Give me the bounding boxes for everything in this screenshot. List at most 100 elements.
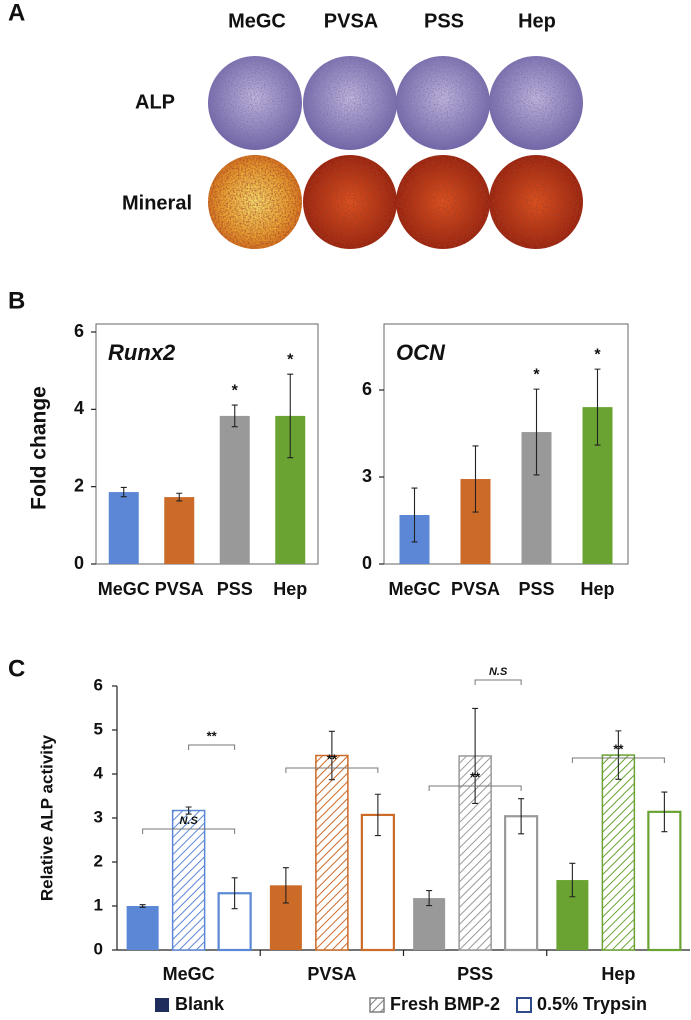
y-tick-label: 0 — [74, 553, 84, 573]
y-tick-label: 4 — [94, 763, 104, 782]
error-bar — [615, 730, 622, 780]
bar — [504, 815, 539, 952]
significance-bracket — [474, 679, 522, 685]
panel-label: A — [8, 0, 25, 26]
error-bar — [594, 368, 601, 446]
significance-bracket — [142, 828, 236, 834]
y-tick-label: 0 — [94, 939, 103, 958]
legend-swatch — [155, 998, 169, 1012]
legend-label: Blank — [175, 994, 225, 1014]
alp-texture — [396, 56, 490, 150]
error-bar — [472, 707, 479, 805]
y-tick-label: 5 — [94, 719, 103, 738]
bar — [126, 906, 159, 950]
x-tick-label: PSS — [457, 964, 493, 984]
significance-label: N.S — [489, 666, 508, 678]
panel-label: B — [8, 287, 25, 314]
column-label: Hep — [518, 10, 556, 32]
x-tick-label: MeGC — [98, 579, 150, 599]
legend-swatch — [516, 997, 532, 1013]
legend-swatch — [369, 997, 385, 1013]
significance-label: ** — [207, 728, 218, 743]
mineral-texture — [303, 155, 397, 249]
significance-label: * — [232, 382, 239, 399]
mineral-texture — [208, 155, 302, 249]
bar — [219, 415, 250, 564]
significance-label: ** — [613, 741, 624, 756]
x-tick-label: PVSA — [155, 579, 204, 599]
panel-label: C — [8, 655, 25, 682]
y-tick-label: 2 — [94, 851, 103, 870]
x-tick-label: MeGC — [388, 579, 440, 599]
column-label: PSS — [424, 10, 464, 32]
significance-bracket — [188, 744, 236, 750]
alp-texture — [303, 56, 397, 150]
error-bar — [176, 492, 183, 502]
y-tick-label: 2 — [74, 475, 84, 495]
error-bar — [426, 890, 433, 907]
y-tick-label: 6 — [362, 379, 372, 399]
bar — [171, 809, 206, 951]
error-bar — [518, 798, 525, 835]
y-tick-label: 1 — [94, 895, 103, 914]
column-label: PVSA — [324, 10, 378, 32]
chart-title: Runx2 — [108, 340, 176, 365]
bar — [601, 754, 636, 951]
error-bar — [139, 904, 146, 908]
error-bar — [328, 730, 335, 781]
bar — [647, 810, 682, 952]
plot-frame — [383, 323, 629, 565]
x-tick-label: MeGC — [163, 964, 215, 984]
y-tick-label: 3 — [362, 466, 372, 486]
x-tick-label: Hep — [601, 964, 635, 984]
significance-label: * — [594, 346, 601, 363]
bar — [164, 497, 195, 564]
y-tick-label: 6 — [94, 675, 103, 694]
y-axis-label: Fold change — [28, 386, 51, 510]
legend-label: Fresh BMP-2 — [390, 994, 500, 1014]
significance-bracket — [571, 757, 665, 763]
significance-label: * — [533, 366, 540, 383]
x-tick-label: PSS — [518, 579, 554, 599]
legend-label: 0.5% Trypsin — [537, 994, 647, 1014]
plot-frame — [95, 323, 319, 565]
y-tick-label: 0 — [362, 553, 372, 573]
x-tick-label: PVSA — [451, 579, 500, 599]
error-bar — [411, 487, 418, 543]
significance-label: * — [287, 351, 294, 368]
error-bar — [231, 877, 238, 910]
significance-label: N.S — [179, 815, 198, 827]
x-tick-label: PVSA — [307, 964, 356, 984]
stain-images — [208, 56, 583, 249]
significance-bracket — [285, 767, 379, 773]
mineral-texture — [489, 155, 583, 249]
bar — [108, 492, 139, 564]
significance-label: ** — [327, 751, 338, 766]
mineral-texture — [396, 155, 490, 249]
column-label: MeGC — [228, 10, 286, 32]
significance-bracket — [428, 785, 522, 791]
error-bar — [287, 373, 294, 459]
chart-title: OCN — [396, 340, 446, 365]
error-bar — [472, 445, 479, 513]
error-bar — [661, 791, 668, 833]
y-axis-label: Relative ALP activity — [37, 734, 56, 901]
error-bar — [282, 867, 289, 904]
error-bar — [569, 862, 576, 898]
y-tick-label: 3 — [94, 807, 103, 826]
row-label: Mineral — [122, 192, 192, 214]
y-tick-label: 4 — [74, 398, 84, 418]
error-bar — [231, 404, 238, 428]
error-bar — [533, 388, 540, 476]
bar — [413, 898, 446, 950]
x-tick-label: Hep — [580, 579, 614, 599]
y-tick-label: 6 — [74, 321, 84, 341]
bar — [360, 813, 395, 952]
error-bar — [374, 793, 381, 837]
x-tick-label: PSS — [217, 579, 253, 599]
row-label: ALP — [135, 91, 175, 113]
error-bar — [120, 486, 127, 498]
significance-label: ** — [470, 769, 481, 784]
alp-texture — [489, 56, 583, 150]
